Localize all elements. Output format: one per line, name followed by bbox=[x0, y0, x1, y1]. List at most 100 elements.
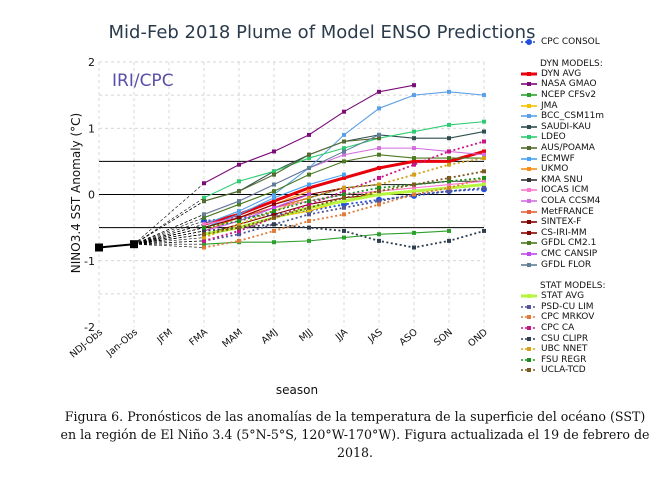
series-point bbox=[447, 189, 451, 194]
series-point bbox=[377, 146, 381, 151]
series-point bbox=[377, 182, 381, 187]
legend-gap bbox=[520, 270, 670, 278]
y-tick-label: 0 bbox=[88, 189, 95, 202]
legend-entry: CS-IRI-MM bbox=[520, 228, 670, 239]
spaghetti-layer bbox=[133, 183, 205, 248]
series-point bbox=[377, 232, 381, 237]
legend-swatch-marker bbox=[527, 347, 531, 352]
legend-swatch-marker bbox=[527, 177, 531, 182]
series-point bbox=[377, 106, 381, 111]
series-point bbox=[202, 228, 206, 233]
y-axis-label: NINO3.4 SST Anomaly (°C) bbox=[69, 113, 83, 273]
legend-swatch bbox=[521, 188, 537, 193]
legend-entry: CMC CANSIP bbox=[520, 249, 670, 260]
legend-label: CPC CONSOL bbox=[541, 37, 600, 48]
legend-label: AUS/POAMA bbox=[541, 143, 595, 154]
legend-swatch bbox=[521, 135, 537, 140]
series-line bbox=[203, 137, 380, 202]
legend-swatch bbox=[521, 220, 537, 225]
series-point bbox=[447, 122, 451, 127]
series-point bbox=[272, 192, 276, 197]
series-point bbox=[237, 228, 241, 233]
legend-label: KMA SNU bbox=[541, 174, 583, 185]
x-tick-label: MAM bbox=[220, 327, 245, 350]
legend-entry: PSD-CU LIM bbox=[520, 301, 670, 312]
legend-swatch bbox=[521, 294, 537, 299]
connector-line bbox=[133, 233, 205, 245]
series-point bbox=[447, 149, 451, 154]
legend-swatch bbox=[521, 347, 537, 352]
series-point bbox=[377, 238, 381, 243]
legend-swatch bbox=[521, 146, 537, 151]
series-point bbox=[237, 179, 241, 184]
legend-label: UBC NNET bbox=[541, 344, 588, 355]
legend-swatch-marker bbox=[527, 82, 531, 87]
series-point bbox=[482, 149, 486, 154]
series-point bbox=[202, 199, 206, 204]
series-point bbox=[377, 136, 381, 141]
series-point bbox=[342, 235, 346, 240]
legend-label: CPC MRKOV bbox=[541, 312, 595, 323]
legend-label: NCEP CFSv2 bbox=[541, 90, 597, 101]
series-point bbox=[342, 205, 346, 210]
series-point bbox=[342, 189, 346, 194]
observed-line bbox=[98, 243, 135, 249]
legend-swatch bbox=[521, 315, 537, 320]
series-point bbox=[447, 182, 451, 187]
series-point bbox=[307, 156, 311, 161]
y-tick-label: -2 bbox=[84, 321, 95, 334]
series-point bbox=[307, 185, 311, 190]
series-point bbox=[307, 172, 311, 177]
legend-swatch-marker bbox=[527, 368, 531, 373]
series-point bbox=[377, 199, 381, 204]
x-tick-label: ASO bbox=[398, 327, 420, 348]
legend-entry: CPC CA bbox=[520, 323, 670, 334]
series-point bbox=[237, 189, 241, 194]
series-point bbox=[272, 199, 276, 204]
legend-entry: BCC_CSM11m bbox=[520, 111, 670, 122]
series-point bbox=[447, 136, 451, 141]
legend-swatch-marker bbox=[527, 209, 531, 214]
legend-swatch-marker bbox=[527, 135, 531, 140]
series-point bbox=[202, 225, 206, 230]
series-point bbox=[447, 89, 451, 94]
series-point bbox=[202, 235, 206, 240]
legend-swatch bbox=[521, 209, 537, 214]
series-point bbox=[307, 182, 311, 187]
series-point bbox=[447, 175, 451, 180]
series-point bbox=[237, 209, 241, 214]
series-point bbox=[377, 185, 381, 190]
series-point bbox=[342, 192, 346, 197]
legend-swatch-marker bbox=[527, 336, 531, 341]
series-point bbox=[447, 238, 451, 243]
legend-entry: NCEP CFSv2 bbox=[520, 90, 670, 101]
connector-line bbox=[133, 220, 205, 245]
series-point bbox=[447, 162, 451, 167]
series-point bbox=[237, 212, 241, 217]
legend-entry: GFDL FLOR bbox=[520, 259, 670, 270]
legend-entry: LDEO bbox=[520, 132, 670, 143]
legend-swatch-marker bbox=[527, 199, 531, 204]
legend-swatch-marker bbox=[527, 114, 531, 119]
legend-label: NASA GMAO bbox=[541, 79, 597, 90]
legend-swatch-marker bbox=[527, 325, 531, 330]
series-point bbox=[272, 209, 276, 214]
series-point bbox=[272, 202, 276, 207]
series-line bbox=[203, 230, 450, 245]
legend-entry: GFDL CM2.1 bbox=[520, 238, 670, 249]
series-point bbox=[377, 202, 381, 207]
series-point bbox=[482, 182, 486, 187]
x-tick-label: SON bbox=[432, 327, 455, 349]
legend-swatch bbox=[521, 230, 537, 235]
series-point bbox=[342, 212, 346, 217]
series-point bbox=[412, 159, 416, 164]
legend-label: COLA CCSM4 bbox=[541, 196, 601, 207]
series-point bbox=[307, 225, 311, 230]
legend-entry: JMA bbox=[520, 100, 670, 111]
legend-swatch-marker bbox=[526, 39, 532, 46]
legend-gap bbox=[520, 48, 670, 56]
legend-swatch bbox=[521, 124, 537, 129]
legend-swatch-marker bbox=[527, 124, 531, 129]
series-point bbox=[307, 238, 311, 243]
legend-entry: ECMWF bbox=[520, 153, 670, 164]
